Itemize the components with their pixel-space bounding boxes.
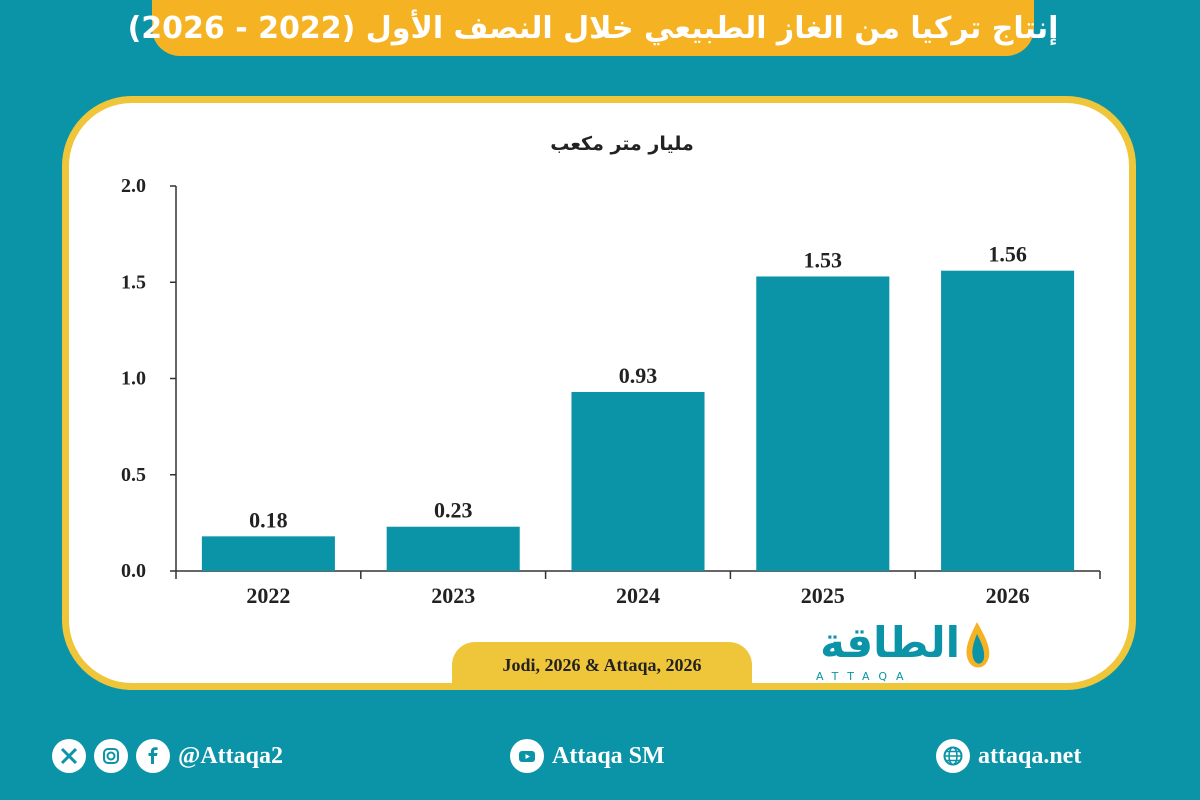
- source-text: Jodi, 2026 & Attaqa, 2026: [502, 654, 702, 675]
- globe-icon[interactable]: [936, 739, 970, 773]
- x-tick-label: 2024: [616, 583, 660, 608]
- drop-icon: [966, 622, 990, 668]
- logo-english-text: ATTAQA: [816, 670, 913, 683]
- x-tick-label: 2022: [246, 583, 290, 608]
- bar: [941, 270, 1075, 571]
- bar: [386, 526, 520, 571]
- x-tick-label: 2025: [801, 583, 845, 608]
- social-handle[interactable]: @Attaqa2: [178, 742, 283, 769]
- youtube-icon[interactable]: [510, 739, 544, 773]
- title-banner: إنتاج تركيا من الغاز الطبيعي خلال النصف …: [128, 0, 1058, 56]
- website-url[interactable]: attaqa.net: [978, 742, 1082, 769]
- bar: [756, 276, 890, 571]
- bar-value-label: 0.23: [434, 498, 473, 523]
- bar-value-label: 1.56: [988, 242, 1027, 267]
- y-tick-label: 2.0: [121, 175, 146, 197]
- y-tick-label: 1.5: [121, 271, 146, 293]
- x-tick-label: 2026: [986, 583, 1030, 608]
- bar-value-label: 0.18: [249, 507, 288, 532]
- bar: [571, 391, 705, 571]
- facebook-icon[interactable]: [136, 739, 170, 773]
- page-title: إنتاج تركيا من الغاز الطبيعي خلال النصف …: [127, 10, 1059, 46]
- logo-arabic-text: الطاقة: [820, 618, 960, 667]
- bar: [201, 536, 335, 571]
- youtube-channel[interactable]: Attaqa SM: [552, 742, 665, 769]
- source-pill: Jodi, 2026 & Attaqa, 2026: [452, 642, 752, 688]
- y-tick-label: 0.0: [121, 560, 146, 582]
- youtube-link: Attaqa SM: [510, 728, 665, 784]
- bar-value-label: 1.53: [804, 247, 843, 272]
- website-link: attaqa.net: [936, 728, 1081, 784]
- y-tick-label: 1.0: [121, 368, 146, 390]
- y-tick-label: 0.5: [121, 464, 146, 486]
- bar-value-label: 0.93: [619, 363, 658, 388]
- y-axis-unit-label: مليار متر مكعب: [550, 133, 694, 155]
- instagram-icon[interactable]: [94, 739, 128, 773]
- footer: @Attaqa2 Attaqa SM attaqa.net: [0, 728, 1200, 784]
- x-tick-label: 2023: [431, 583, 475, 608]
- x-icon[interactable]: [52, 739, 86, 773]
- social-links: @Attaqa2: [52, 728, 283, 784]
- attaqa-logo: الطاقة ATTAQA: [812, 618, 992, 688]
